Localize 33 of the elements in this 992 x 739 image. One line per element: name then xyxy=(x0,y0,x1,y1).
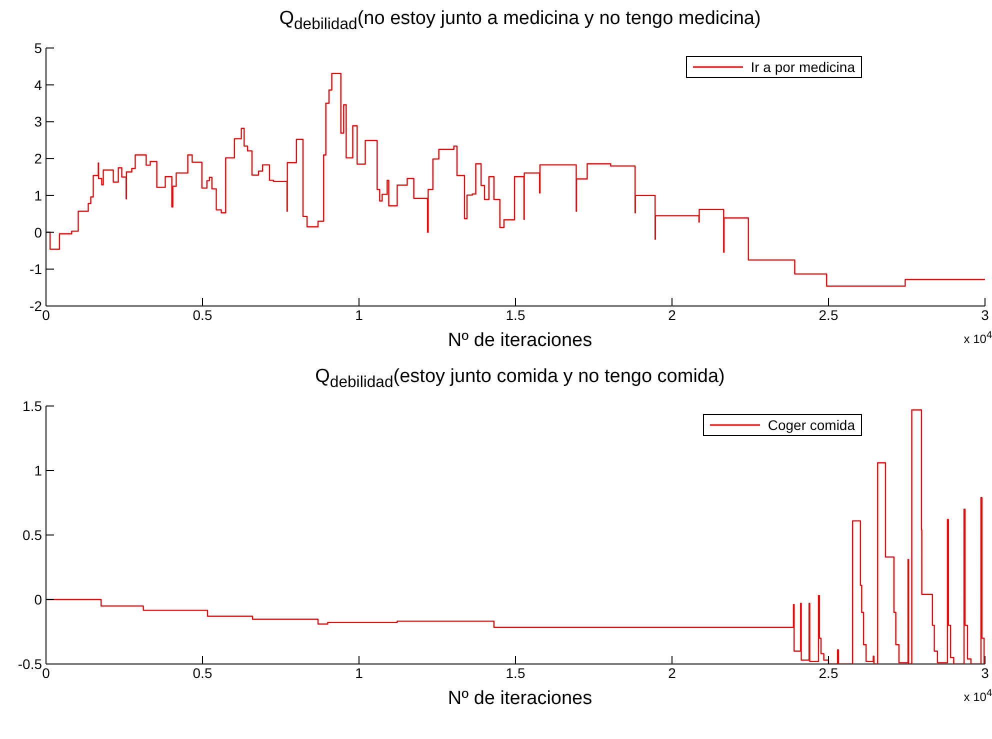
chart-title: Q$_{debilidad}$(estoy junto comida y no tengo comida) xyxy=(315,366,725,391)
x-tick-label: 2.5 xyxy=(818,664,838,681)
y-tick-label: 1.5 xyxy=(22,398,42,414)
y-tick-label: 3 xyxy=(34,114,42,130)
y-tick-label: -0.5 xyxy=(18,656,42,672)
x-axis-title: Nº de iteraciones xyxy=(448,688,592,709)
y-tick-label: 5 xyxy=(34,40,42,56)
x-tick-label: 1 xyxy=(355,664,364,681)
legend-label: Coger comida xyxy=(768,417,855,433)
x-tick-label: 1.5 xyxy=(506,664,526,681)
y-tick-label: 0 xyxy=(34,224,42,240)
y-tick-label: 4 xyxy=(34,76,42,93)
legend-label: Ir a por medicina xyxy=(750,59,855,75)
y-tick-label: 1 xyxy=(34,462,42,478)
y-tick-label: 1 xyxy=(34,187,42,204)
chart-title: Q$_{debilidad}$(no estoy junto a medicina y no tengo medicina) xyxy=(279,8,761,33)
text: x 10$^{4}$ xyxy=(964,688,992,704)
x-tick-label: 0.5 xyxy=(192,306,212,323)
x-axis-title: Nº de iteraciones xyxy=(448,330,592,351)
x-tick-label: 2.5 xyxy=(818,306,838,323)
y-tick-label: -1 xyxy=(30,261,42,278)
x-tick-label: 3 xyxy=(981,664,990,681)
text: x 10$^{4}$ xyxy=(964,330,992,346)
x-tick-label: 1.5 xyxy=(506,306,526,323)
y-tick-label: 0 xyxy=(34,591,42,608)
x-tick-label: 2 xyxy=(668,306,676,323)
x-tick-label: 2 xyxy=(668,664,676,681)
x-tick-label: 3 xyxy=(981,306,990,323)
y-tick-label: 2 xyxy=(34,150,42,167)
x-tick-label: 1 xyxy=(355,306,364,323)
x-tick-label: 0.5 xyxy=(192,664,212,681)
y-tick-label: 0.5 xyxy=(22,526,42,543)
y-tick-label: -2 xyxy=(30,298,42,314)
